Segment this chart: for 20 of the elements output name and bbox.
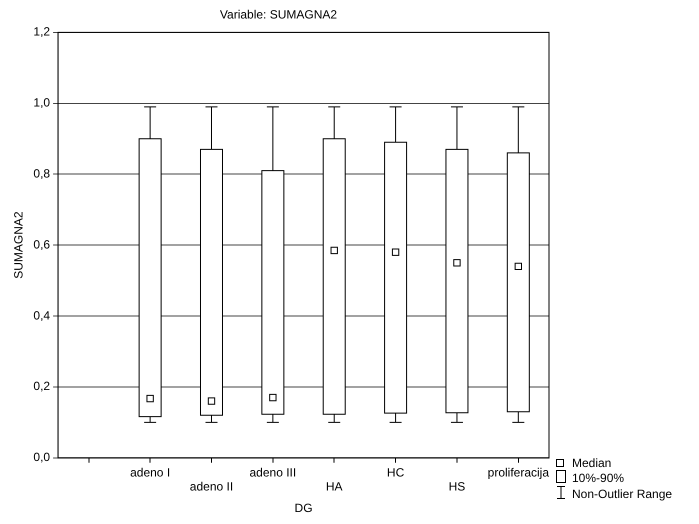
chart-title: Variable: SUMAGNA2 [220, 8, 338, 22]
y-tick-label: 0,2 [33, 379, 50, 394]
x-axis-title: DG [294, 501, 313, 516]
y-tick-label: 1,0 [33, 96, 50, 110]
x-tick-label: HA [326, 480, 343, 494]
x-tick-label: HS [448, 480, 466, 494]
y-tick-label: 0,0 [33, 450, 50, 464]
y-tick-label: 0,8 [33, 166, 50, 181]
text: Non-Outlier Range [572, 487, 672, 501]
text: Median [572, 456, 612, 470]
x-tick-label: HC [386, 465, 405, 480]
text: 10%-90% [572, 471, 624, 485]
x-tick-label: adeno III [250, 465, 296, 480]
x-tick-label: adeno II [190, 480, 234, 494]
y-tick-label: 0,4 [33, 308, 50, 322]
y-axis-title: SUMAGNA2 [12, 211, 26, 279]
x-tick-label: adeno I [130, 465, 170, 480]
y-tick-label: 0,6 [33, 237, 50, 252]
x-tick-label: proliferacija [488, 465, 550, 480]
y-tick-label: 1,2 [33, 24, 50, 39]
